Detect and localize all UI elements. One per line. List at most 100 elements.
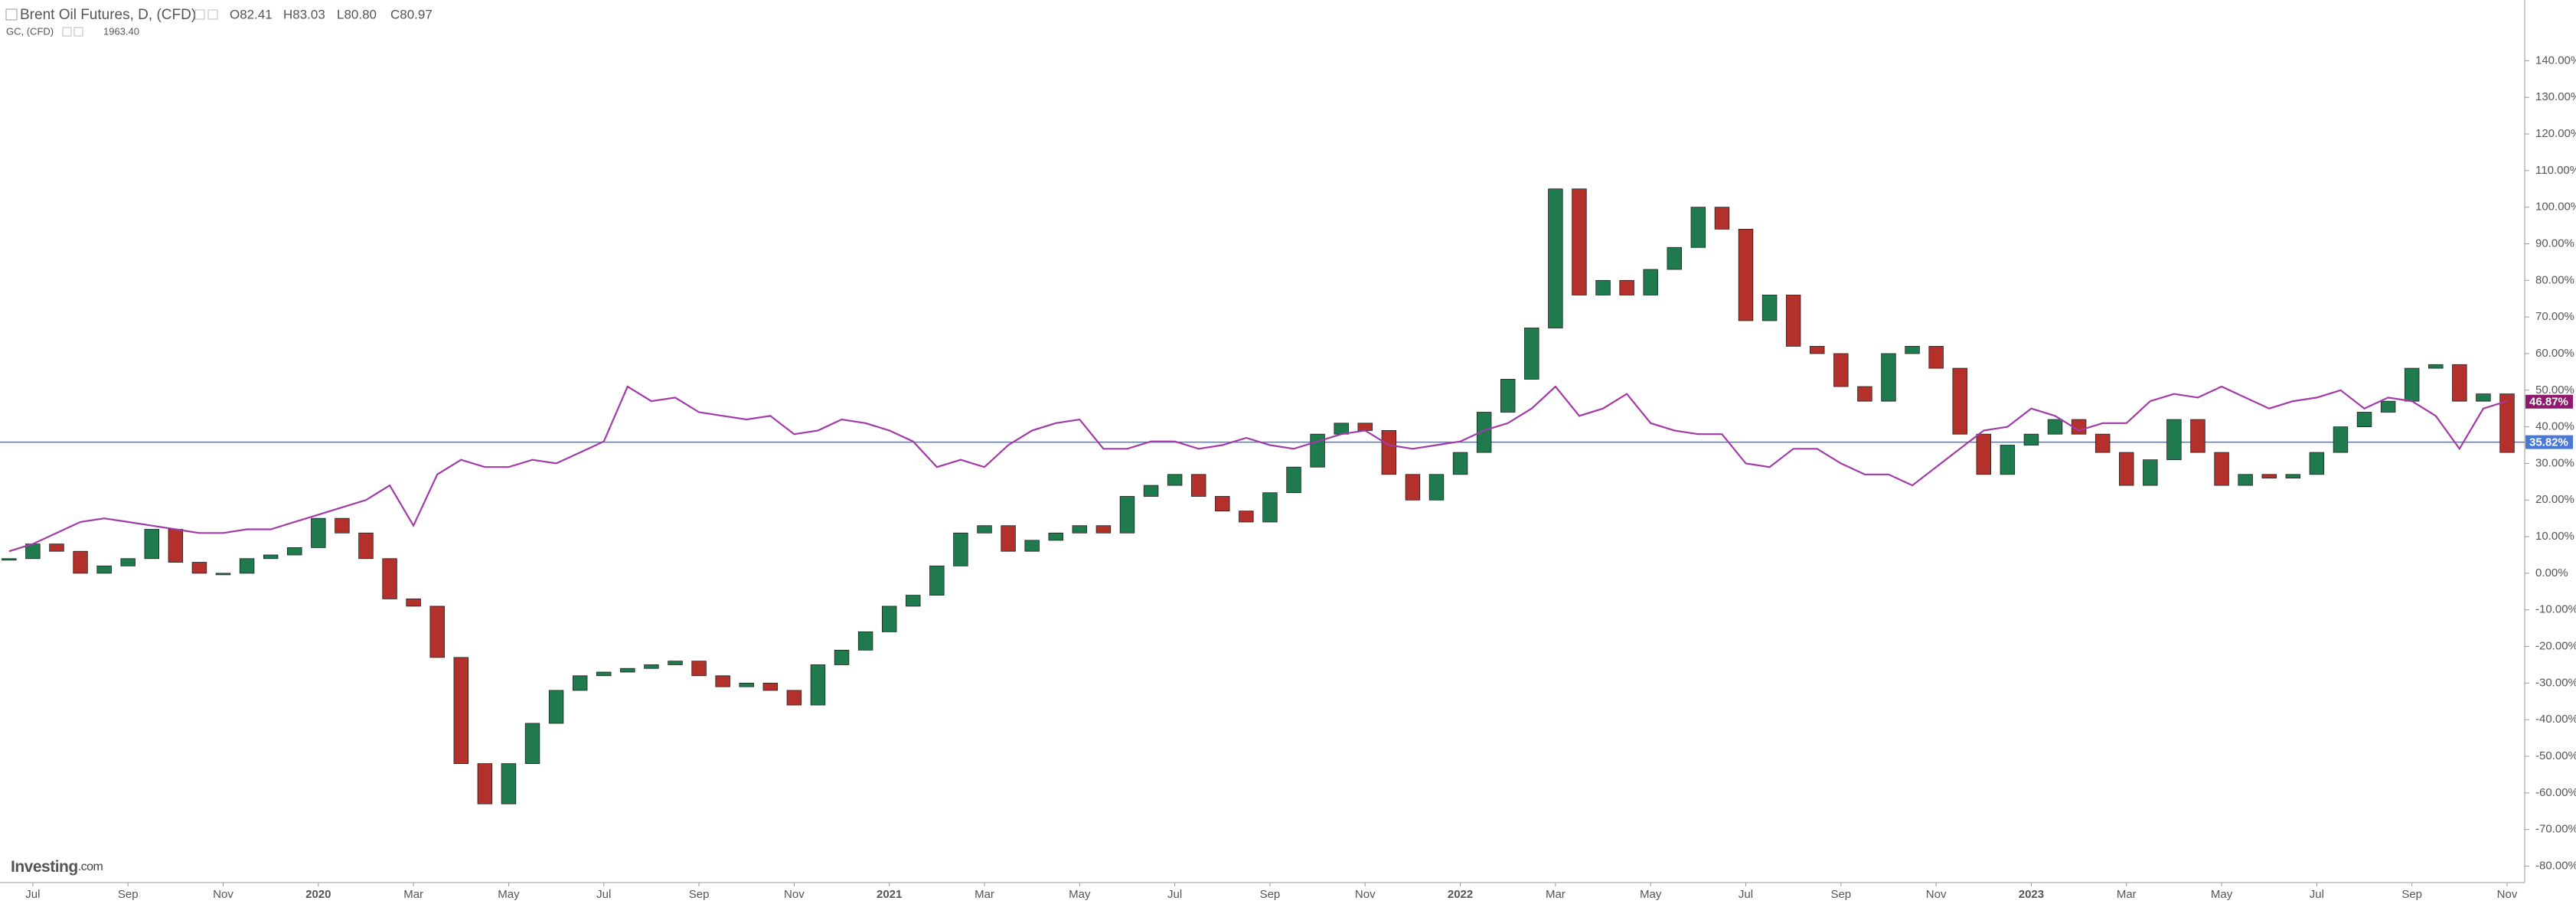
candle	[335, 517, 350, 534]
candle	[810, 664, 826, 706]
close-icon[interactable]	[207, 9, 218, 20]
candle	[1548, 188, 1563, 328]
logo-name: Investing	[11, 858, 78, 876]
candle	[1048, 532, 1063, 541]
candle	[1761, 295, 1778, 321]
x-tick-label: May	[1640, 888, 1662, 901]
candle	[1143, 485, 1159, 497]
candle	[1785, 295, 1801, 347]
close-icon[interactable]	[73, 27, 83, 37]
y-tick-label: 0.00%	[2535, 566, 2568, 579]
x-tick-label: Mar	[2117, 888, 2137, 901]
y-tick-label: 50.00%	[2535, 383, 2574, 397]
candle	[2143, 459, 2158, 486]
candle	[2238, 474, 2253, 486]
price-tag	[2525, 435, 2573, 449]
candle	[2356, 412, 2372, 428]
y-tick-label: 80.00%	[2535, 273, 2574, 286]
x-tick-label: May	[2211, 888, 2233, 901]
legend-name: GC, (CFD)	[6, 25, 54, 37]
candle	[1905, 346, 1920, 354]
candle	[453, 657, 469, 764]
x-tick-label: Sep	[1830, 888, 1851, 901]
settings-icon[interactable]	[194, 9, 205, 20]
candle	[2333, 426, 2349, 453]
candle	[1976, 433, 1992, 475]
candle	[2309, 452, 2325, 475]
candle	[1072, 525, 1088, 534]
y-tick-label: -20.00%	[2535, 640, 2576, 653]
candle	[2190, 419, 2205, 453]
candle	[715, 675, 730, 687]
candle	[2023, 433, 2039, 445]
x-tick-label: Jul	[25, 888, 40, 901]
x-tick-label: Jul	[1739, 888, 1753, 901]
x-tick-label: 2023	[2019, 888, 2044, 901]
candle	[596, 671, 612, 677]
candle	[382, 558, 397, 599]
candle	[406, 598, 421, 607]
candle	[1024, 540, 1040, 552]
candle	[1405, 474, 1421, 501]
x-tick-label: Mar	[1546, 888, 1566, 901]
candle	[929, 565, 945, 596]
candle	[620, 667, 635, 673]
candle	[1286, 466, 1301, 494]
y-tick-label: 130.00%	[2535, 90, 2576, 103]
candle	[311, 517, 326, 548]
y-tick-label: -40.00%	[2535, 713, 2576, 726]
y-tick-label: -50.00%	[2535, 749, 2576, 762]
candle	[1357, 423, 1373, 431]
candle	[977, 525, 992, 534]
settings-icon[interactable]	[62, 27, 72, 37]
candle	[1643, 269, 1658, 295]
x-tick-label: Jul	[2310, 888, 2324, 901]
candle	[1215, 496, 1230, 512]
candle	[120, 558, 135, 566]
candle	[1001, 525, 1016, 552]
candle	[1428, 474, 1445, 501]
legend-name: Brent Oil Futures, D, (CFD)	[20, 7, 196, 23]
y-tick-label: 90.00%	[2535, 237, 2574, 250]
x-tick-label: May	[1069, 888, 1091, 901]
y-tick-label: 110.00%	[2535, 164, 2576, 177]
candle	[1738, 228, 1754, 321]
candle	[1810, 346, 1825, 354]
y-tick-label: 140.00%	[2535, 54, 2576, 67]
candle	[1500, 379, 1516, 413]
candle	[144, 529, 160, 560]
y-tick-label: -80.00%	[2535, 859, 2576, 872]
candle	[906, 595, 921, 607]
x-tick-label: 2020	[305, 888, 331, 901]
candle	[786, 690, 802, 706]
ohlc-close: C80.97	[390, 7, 433, 21]
x-tick-label: Nov	[213, 888, 233, 901]
candle	[1262, 492, 1278, 523]
candle	[668, 661, 683, 665]
candle	[1452, 452, 1468, 475]
candle	[1667, 246, 1682, 270]
candle	[1619, 279, 1634, 295]
candle	[1119, 496, 1135, 534]
y-tick-label: 40.00%	[2535, 420, 2574, 433]
ohlc-high: H83.03	[283, 7, 325, 21]
candle	[2119, 452, 2134, 486]
candle	[2452, 364, 2467, 402]
candle	[1524, 328, 1539, 380]
collapse-icon[interactable]	[5, 8, 18, 21]
y-tick-label: 120.00%	[2535, 127, 2576, 140]
candle	[1334, 423, 1349, 435]
x-tick-label: Nov	[2497, 888, 2518, 901]
candle	[1381, 429, 1397, 475]
candle	[1952, 367, 1967, 435]
candle	[1167, 474, 1183, 486]
y-tick-label: -30.00%	[2535, 676, 2576, 689]
x-tick-label: Jul	[596, 888, 611, 901]
candle	[1857, 386, 1872, 402]
plot-area	[0, 188, 2525, 804]
candle	[73, 550, 88, 574]
price-tag-label: 46.87%	[2529, 396, 2568, 409]
y-tick-label: 30.00%	[2535, 456, 2574, 469]
candle	[739, 682, 754, 687]
